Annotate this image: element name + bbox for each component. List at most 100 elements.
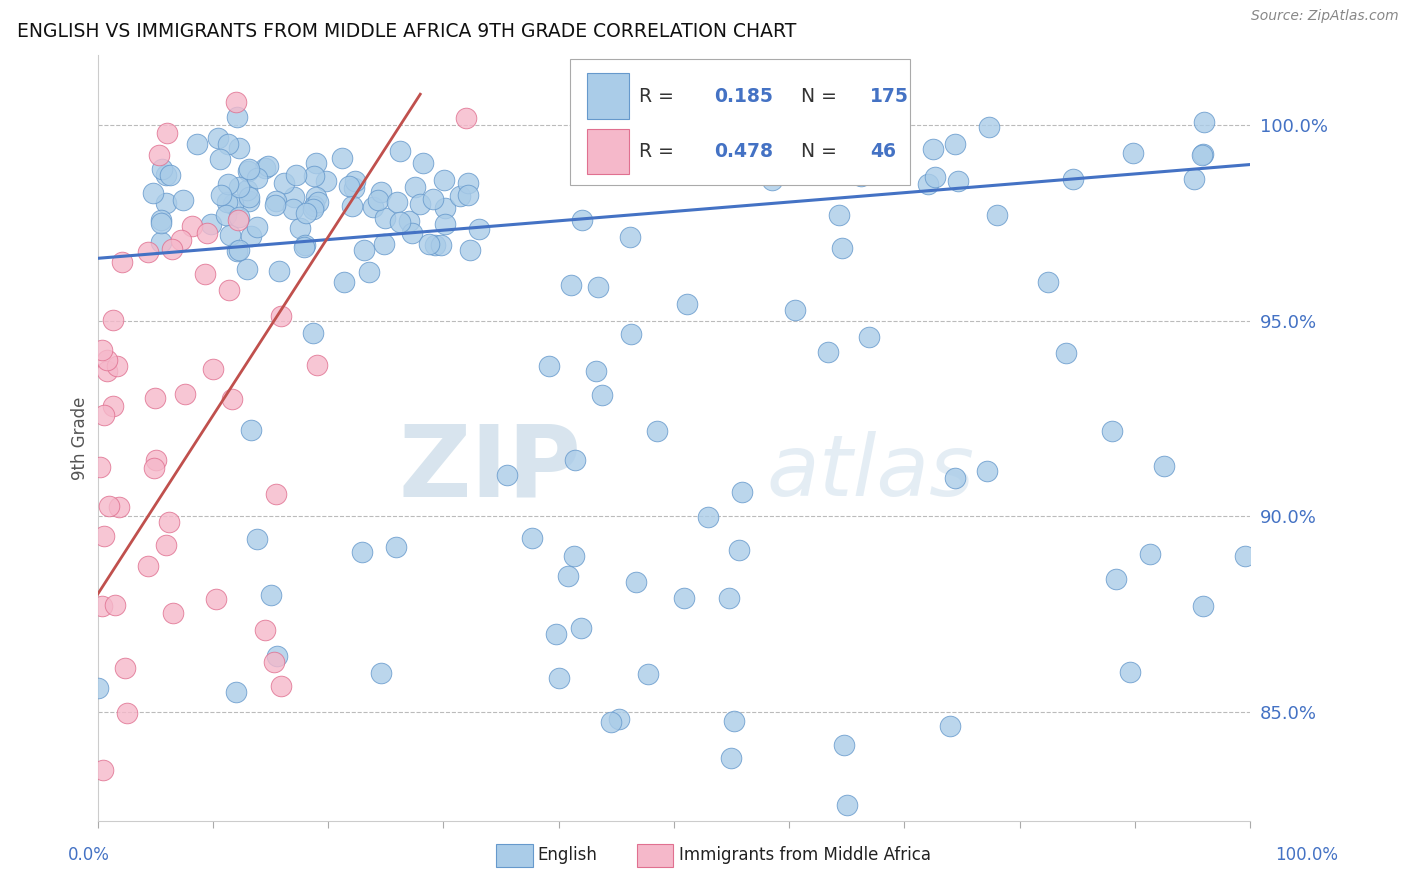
Point <box>221 392 243 406</box>
Point <box>1122 146 1144 161</box>
Point <box>1192 599 1215 613</box>
Point <box>236 163 259 178</box>
Point <box>302 326 325 341</box>
Point <box>785 152 807 166</box>
Point <box>731 485 754 500</box>
Point <box>434 201 457 215</box>
Point <box>226 110 249 124</box>
Point <box>370 666 392 681</box>
Point <box>209 152 232 166</box>
Point <box>1233 549 1256 563</box>
Point <box>266 487 288 501</box>
Point <box>204 591 226 606</box>
Text: R =: R = <box>640 87 681 105</box>
Point <box>585 364 607 378</box>
Point <box>240 229 263 244</box>
Point <box>107 500 129 514</box>
Text: N =: N = <box>800 87 842 105</box>
Point <box>564 453 586 467</box>
Point <box>783 303 806 318</box>
Point <box>433 173 456 187</box>
Y-axis label: 9th Grade: 9th Grade <box>72 396 89 480</box>
Point <box>758 139 780 153</box>
Point <box>150 162 173 177</box>
Point <box>357 264 380 278</box>
Text: 0.185: 0.185 <box>714 87 773 105</box>
Point <box>831 241 853 255</box>
Text: ENGLISH VS IMMIGRANTS FROM MIDDLE AFRICA 9TH GRADE CORRELATION CHART: ENGLISH VS IMMIGRANTS FROM MIDDLE AFRICA… <box>17 22 796 41</box>
Point <box>343 174 366 188</box>
Point <box>333 275 356 289</box>
Point <box>157 515 180 529</box>
Point <box>924 170 946 185</box>
Point <box>849 169 872 184</box>
Point <box>1118 665 1140 680</box>
Point <box>813 160 835 174</box>
Point <box>235 261 257 276</box>
Point <box>409 196 432 211</box>
Point <box>235 183 257 197</box>
FancyBboxPatch shape <box>569 59 910 186</box>
Point <box>156 126 179 140</box>
Point <box>307 194 329 209</box>
Point <box>873 166 896 180</box>
Point <box>645 424 668 438</box>
Point <box>571 213 593 227</box>
Point <box>226 244 249 258</box>
Point <box>103 313 125 327</box>
Point <box>91 763 114 777</box>
Text: atlas: atlas <box>766 431 974 514</box>
Point <box>207 130 229 145</box>
Point <box>778 165 800 179</box>
Point <box>835 798 858 813</box>
Point <box>330 151 353 165</box>
Point <box>142 186 165 200</box>
Point <box>696 510 718 524</box>
Point <box>145 452 167 467</box>
Point <box>1191 148 1213 162</box>
Point <box>285 168 308 182</box>
Point <box>115 706 138 720</box>
Point <box>103 598 125 612</box>
Point <box>1038 275 1060 289</box>
Point <box>269 264 291 278</box>
Text: ZIP: ZIP <box>399 420 582 517</box>
Point <box>430 237 453 252</box>
Point <box>943 136 966 151</box>
Point <box>281 202 304 217</box>
Point <box>143 391 166 405</box>
Point <box>785 147 807 161</box>
Point <box>110 255 132 269</box>
Point <box>433 217 456 231</box>
Point <box>155 195 177 210</box>
Text: 46: 46 <box>870 143 896 161</box>
Point <box>105 359 128 373</box>
Point <box>238 190 260 204</box>
Point <box>761 173 783 187</box>
Point <box>259 589 281 603</box>
Point <box>619 230 641 244</box>
Point <box>979 120 1001 135</box>
Point <box>352 545 374 559</box>
Point <box>292 240 315 254</box>
Point <box>374 211 396 226</box>
Point <box>917 177 939 191</box>
Point <box>367 193 389 207</box>
Point <box>939 719 962 733</box>
Point <box>624 574 647 589</box>
Point <box>225 95 247 109</box>
Point <box>1153 459 1175 474</box>
Point <box>373 236 395 251</box>
Point <box>385 194 408 209</box>
Text: English: English <box>537 847 598 864</box>
Point <box>343 180 366 194</box>
Point <box>862 164 884 178</box>
Point <box>228 180 250 194</box>
Point <box>412 156 434 170</box>
Text: Source: ZipAtlas.com: Source: ZipAtlas.com <box>1251 9 1399 23</box>
Point <box>569 621 592 635</box>
Point <box>143 461 166 475</box>
Point <box>89 460 111 475</box>
Point <box>266 648 288 663</box>
Point <box>735 149 758 163</box>
